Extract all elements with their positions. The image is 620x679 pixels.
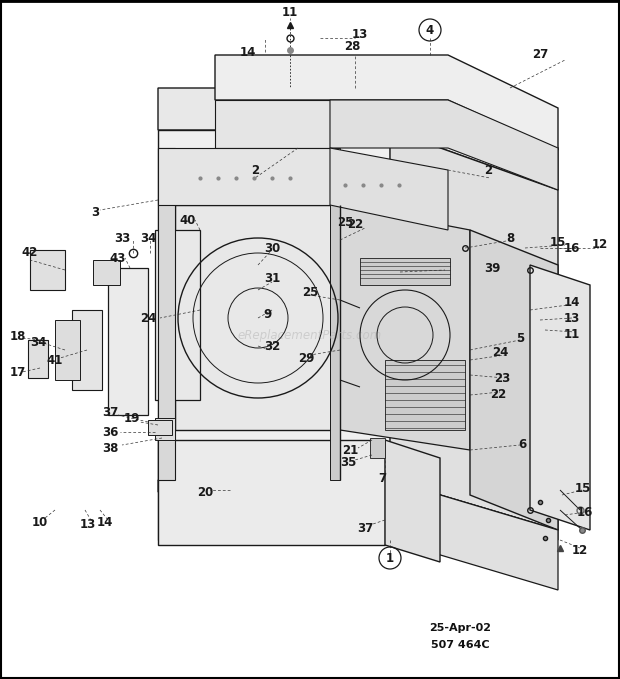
Text: 14: 14 xyxy=(240,45,256,58)
Text: 37: 37 xyxy=(102,405,118,418)
Polygon shape xyxy=(72,310,102,390)
Text: 15: 15 xyxy=(550,236,566,249)
Polygon shape xyxy=(390,480,558,590)
Polygon shape xyxy=(215,100,330,148)
Text: 34: 34 xyxy=(30,335,46,348)
Text: 4: 4 xyxy=(426,24,434,37)
Text: 24: 24 xyxy=(140,312,156,325)
Polygon shape xyxy=(108,268,148,415)
Text: 22: 22 xyxy=(347,219,363,232)
Polygon shape xyxy=(55,320,80,380)
Text: 19: 19 xyxy=(124,411,140,424)
Polygon shape xyxy=(175,280,190,360)
Text: 28: 28 xyxy=(344,41,360,54)
Text: 16: 16 xyxy=(564,242,580,255)
Text: 8: 8 xyxy=(506,232,514,244)
Text: 38: 38 xyxy=(102,441,118,454)
Text: 2: 2 xyxy=(484,164,492,177)
Text: 1: 1 xyxy=(386,551,394,564)
Text: 11: 11 xyxy=(282,5,298,18)
Text: 14: 14 xyxy=(97,515,113,528)
Text: 31: 31 xyxy=(264,272,280,285)
Text: 34: 34 xyxy=(140,232,156,244)
Text: 18: 18 xyxy=(10,329,26,342)
Text: 5: 5 xyxy=(516,331,524,344)
Polygon shape xyxy=(28,340,48,378)
Polygon shape xyxy=(340,205,470,450)
Polygon shape xyxy=(385,440,440,562)
Polygon shape xyxy=(158,440,385,545)
Polygon shape xyxy=(158,88,558,190)
Text: 30: 30 xyxy=(264,242,280,255)
Text: 40: 40 xyxy=(180,213,196,227)
Polygon shape xyxy=(530,265,590,530)
Polygon shape xyxy=(360,258,450,285)
Text: 41: 41 xyxy=(47,354,63,367)
Text: 14: 14 xyxy=(564,295,580,308)
Text: 36: 36 xyxy=(102,426,118,439)
Text: 42: 42 xyxy=(22,246,38,259)
Text: 22: 22 xyxy=(490,388,506,401)
Text: 32: 32 xyxy=(264,340,280,352)
Polygon shape xyxy=(330,148,448,230)
Text: 17: 17 xyxy=(10,365,26,378)
Text: 33: 33 xyxy=(114,232,130,244)
Polygon shape xyxy=(158,148,330,205)
Polygon shape xyxy=(158,480,390,540)
Text: 12: 12 xyxy=(572,543,588,557)
Text: 25-Apr-02: 25-Apr-02 xyxy=(429,623,491,633)
Text: 15: 15 xyxy=(575,481,591,494)
Polygon shape xyxy=(385,360,465,430)
Text: eReplacementParts.com: eReplacementParts.com xyxy=(238,329,382,342)
Text: 3: 3 xyxy=(91,206,99,219)
Text: 507 464C: 507 464C xyxy=(431,640,489,650)
Text: 37: 37 xyxy=(357,521,373,534)
Text: 10: 10 xyxy=(32,515,48,528)
Polygon shape xyxy=(390,130,558,530)
Text: 24: 24 xyxy=(492,346,508,359)
Text: 9: 9 xyxy=(264,308,272,320)
Text: 20: 20 xyxy=(197,485,213,498)
Polygon shape xyxy=(370,438,385,458)
Text: 7: 7 xyxy=(378,471,386,485)
Text: 6: 6 xyxy=(518,439,526,452)
Text: 13: 13 xyxy=(352,29,368,41)
Text: 27: 27 xyxy=(532,48,548,62)
Text: 35: 35 xyxy=(340,456,356,469)
Polygon shape xyxy=(148,420,172,435)
Polygon shape xyxy=(155,230,200,400)
Text: 23: 23 xyxy=(494,371,510,384)
Text: 13: 13 xyxy=(564,312,580,325)
Polygon shape xyxy=(215,55,558,150)
Text: 12: 12 xyxy=(592,238,608,251)
Polygon shape xyxy=(330,100,558,190)
Polygon shape xyxy=(175,205,340,430)
Polygon shape xyxy=(158,480,558,540)
Text: 39: 39 xyxy=(484,261,500,274)
Polygon shape xyxy=(158,130,390,480)
Text: 2: 2 xyxy=(251,164,259,177)
Text: 13: 13 xyxy=(80,519,96,532)
Polygon shape xyxy=(330,148,340,480)
Text: 25: 25 xyxy=(302,285,318,299)
Polygon shape xyxy=(93,260,120,285)
Polygon shape xyxy=(470,230,558,530)
Text: 16: 16 xyxy=(577,505,593,519)
Polygon shape xyxy=(155,418,175,440)
Text: 25: 25 xyxy=(337,215,353,229)
Text: 11: 11 xyxy=(564,327,580,340)
Text: 29: 29 xyxy=(298,352,314,365)
Text: 43: 43 xyxy=(110,251,126,265)
Text: 21: 21 xyxy=(342,443,358,456)
Polygon shape xyxy=(158,148,175,480)
Polygon shape xyxy=(30,250,65,290)
